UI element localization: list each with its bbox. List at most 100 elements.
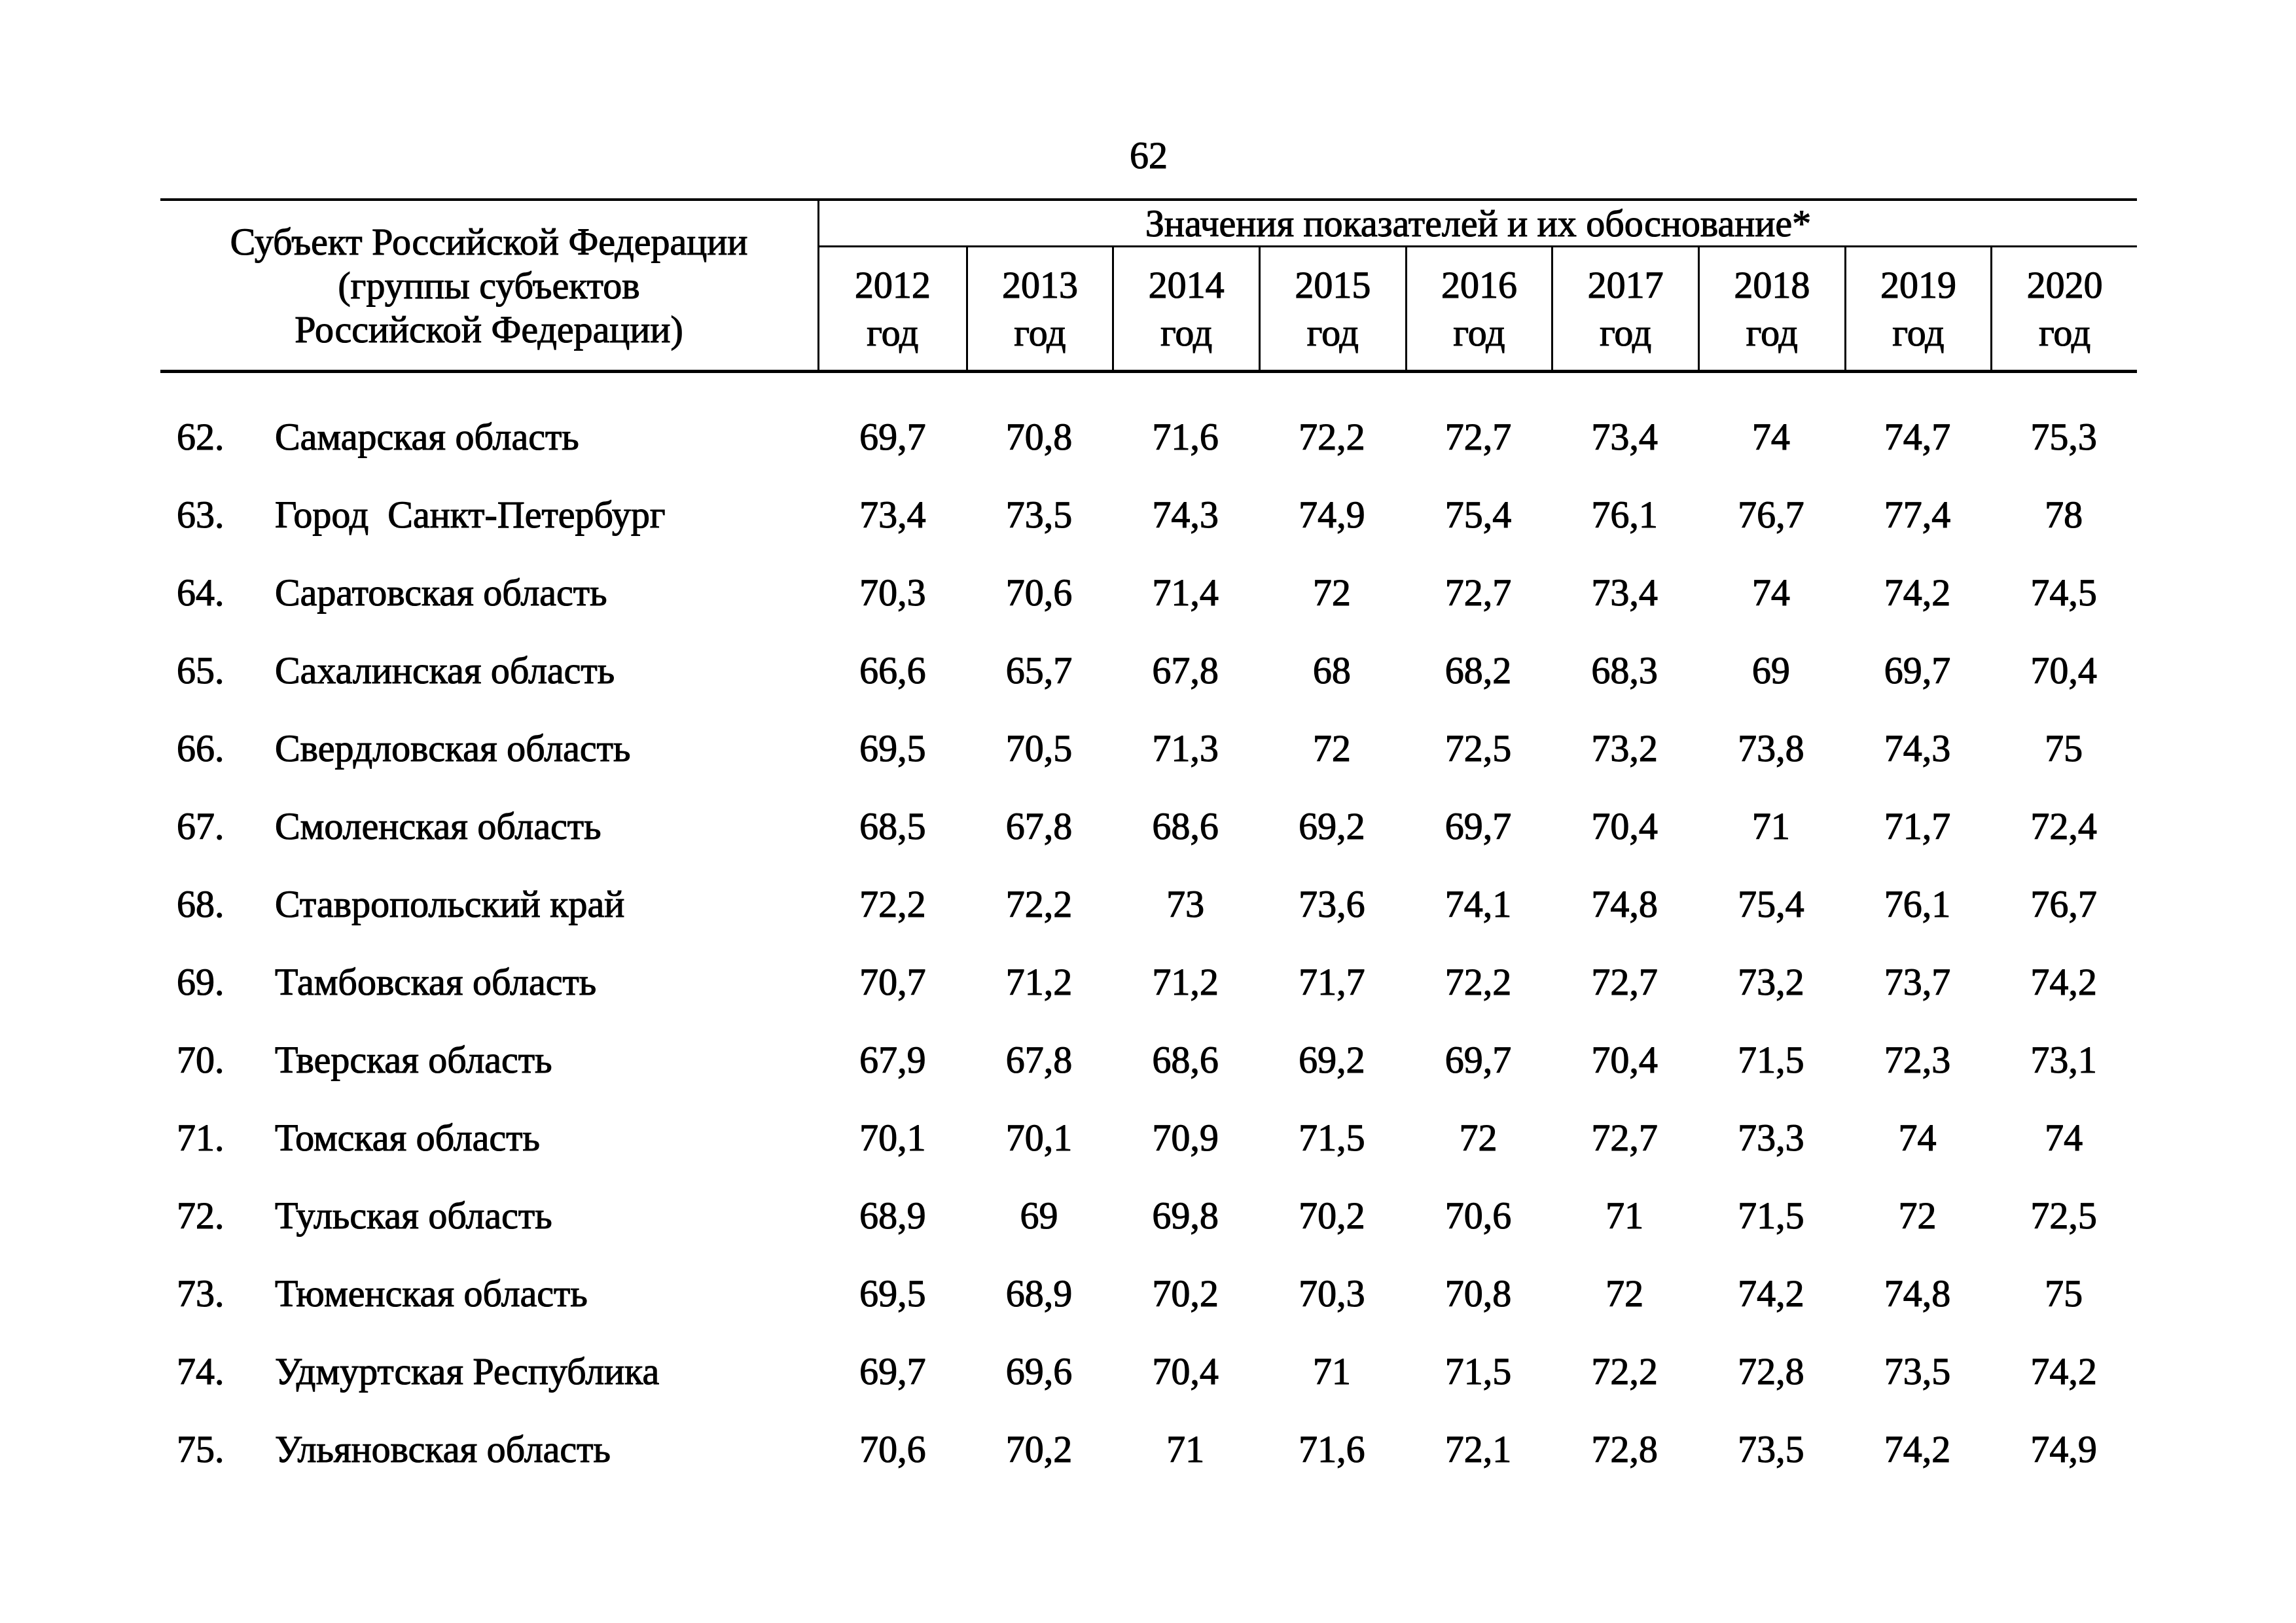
row-number: 73. xyxy=(176,1272,224,1315)
value-cell: 76,1 xyxy=(1591,493,1659,536)
value-cell: 72,4 xyxy=(2030,804,2098,847)
value-cell: 71 xyxy=(1605,1194,1644,1237)
value-cell: 74 xyxy=(1898,1116,1937,1159)
indicators-table: Субъект Российской Федерации (группы суб… xyxy=(160,198,2137,1488)
subject-name: Тюменская область xyxy=(274,1272,588,1315)
value-cell: 71,6 xyxy=(1152,415,1219,458)
value-cell: 68,2 xyxy=(1444,649,1512,692)
value-cell: 70,8 xyxy=(1444,1272,1512,1315)
value-cell: 72,2 xyxy=(1299,415,1366,458)
value-cell: 72,7 xyxy=(1444,571,1512,614)
year-value: 2013 xyxy=(1001,263,1078,306)
value-cell: 72,8 xyxy=(1591,1427,1659,1471)
value-cell: 75,4 xyxy=(1444,493,1512,536)
value-cell: 75 xyxy=(2045,726,2083,770)
value-cell: 72,5 xyxy=(2030,1194,2098,1237)
subject-name: Ульяновская область xyxy=(274,1427,611,1471)
year-column-header: 2012 год xyxy=(819,247,966,370)
table-body: 62. Самарская область 69,7 70,8 71,6 72,2 72,7… xyxy=(160,373,2137,1488)
year-column-header: 2013 год xyxy=(965,247,1113,370)
year-value: 2019 xyxy=(1880,263,1956,306)
year-column-header: 2016 год xyxy=(1405,247,1552,370)
subject-name: Город Санкт-Петербург xyxy=(274,493,666,536)
page-number: 62 xyxy=(1129,134,1168,177)
row-number: 64. xyxy=(176,571,224,614)
year-suffix: год xyxy=(1453,311,1505,354)
year-value: 2020 xyxy=(2026,263,2103,306)
value-cell: 71,5 xyxy=(1738,1038,1805,1081)
subject-cell: 72. Тульская область xyxy=(160,1194,819,1238)
subject-header-line: Субъект Российской Федерации xyxy=(230,220,748,263)
row-number: 71. xyxy=(176,1116,224,1159)
value-cell: 71,6 xyxy=(1299,1427,1366,1471)
subject-column-header: Субъект Российской Федерации (группы суб… xyxy=(160,201,819,370)
year-suffix: год xyxy=(1746,311,1798,354)
subject-cell: 74. Удмуртская Республика xyxy=(160,1349,819,1393)
value-cell: 66,6 xyxy=(859,649,927,692)
subject-cell: 69. Тамбовская область xyxy=(160,960,819,1004)
value-cell: 69,2 xyxy=(1299,1038,1366,1081)
value-cell: 72,8 xyxy=(1738,1349,1805,1393)
value-cell: 73,4 xyxy=(859,493,927,536)
value-cell: 68 xyxy=(1312,649,1351,692)
year-suffix: год xyxy=(1014,311,1066,354)
row-number: 67. xyxy=(176,804,224,847)
year-suffix: год xyxy=(2039,311,2091,354)
year-value: 2012 xyxy=(854,263,931,306)
value-cell: 70,8 xyxy=(1005,415,1073,458)
subject-name: Томская область xyxy=(274,1116,540,1159)
year-header-row: 2012 год 2013 год 2014 год 2015 год 2016 год 2017 г… xyxy=(819,247,2137,370)
value-cell: 67,9 xyxy=(859,1038,927,1081)
value-cell: 72,2 xyxy=(1005,882,1073,925)
subject-cell: 71. Томская область xyxy=(160,1116,819,1160)
value-cell: 70,6 xyxy=(1444,1194,1512,1237)
table-row: 70. Тверская область 67,9 67,8 68,6 69,2 69,7 7… xyxy=(160,1021,2137,1099)
value-cell: 69,5 xyxy=(859,1272,927,1315)
year-column-header: 2019 год xyxy=(1844,247,1991,370)
subject-name: Удмуртская Республика xyxy=(274,1349,660,1393)
value-cell: 74,2 xyxy=(1884,1427,1951,1471)
value-cell: 69,7 xyxy=(1444,804,1512,847)
year-column-header: 2018 год xyxy=(1698,247,1844,370)
value-cell: 70,2 xyxy=(1005,1427,1073,1471)
value-cell: 74,8 xyxy=(1591,882,1659,925)
value-cell: 71 xyxy=(1166,1427,1205,1471)
subject-cell: 68. Ставропольский край xyxy=(160,882,819,926)
value-cell: 71,4 xyxy=(1152,571,1219,614)
year-value: 2014 xyxy=(1148,263,1225,306)
row-number: 69. xyxy=(176,960,224,1003)
subject-name: Ставропольский край xyxy=(274,882,625,925)
value-cell: 74,5 xyxy=(2030,571,2098,614)
value-cell: 72,3 xyxy=(1884,1038,1951,1081)
value-cell: 76,7 xyxy=(2030,882,2098,925)
year-suffix: год xyxy=(1600,311,1652,354)
value-cell: 74 xyxy=(1751,571,1790,614)
subject-name: Смоленская область xyxy=(274,804,601,847)
value-cell: 70,9 xyxy=(1152,1116,1219,1159)
subject-name: Тамбовская область xyxy=(274,960,597,1003)
value-cell: 68,6 xyxy=(1152,1038,1219,1081)
value-cell: 72,5 xyxy=(1444,726,1512,770)
value-cell: 78 xyxy=(2045,493,2083,536)
row-number: 74. xyxy=(176,1349,224,1393)
value-cell: 74,1 xyxy=(1444,882,1512,925)
value-cell: 70,1 xyxy=(859,1116,927,1159)
value-cell: 71,2 xyxy=(1005,960,1073,1003)
year-value: 2015 xyxy=(1295,263,1371,306)
value-cell: 72 xyxy=(1605,1272,1644,1315)
value-cell: 69 xyxy=(1020,1194,1058,1237)
value-cell: 68,5 xyxy=(859,804,927,847)
value-cell: 65,7 xyxy=(1005,649,1073,692)
subject-cell: 66. Свердловская область xyxy=(160,726,819,770)
value-cell: 72,7 xyxy=(1591,960,1659,1003)
value-cell: 76,7 xyxy=(1738,493,1805,536)
value-cell: 73 xyxy=(1166,882,1205,925)
value-cell: 72,2 xyxy=(859,882,927,925)
year-suffix: год xyxy=(1160,311,1213,354)
value-cell: 70,4 xyxy=(1152,1349,1219,1393)
subject-header-line: Российской Федерации) xyxy=(295,308,684,351)
row-number: 63. xyxy=(176,493,224,536)
value-cell: 73,4 xyxy=(1591,415,1659,458)
subject-name: Тульская область xyxy=(274,1194,552,1237)
value-cell: 72,7 xyxy=(1444,415,1512,458)
